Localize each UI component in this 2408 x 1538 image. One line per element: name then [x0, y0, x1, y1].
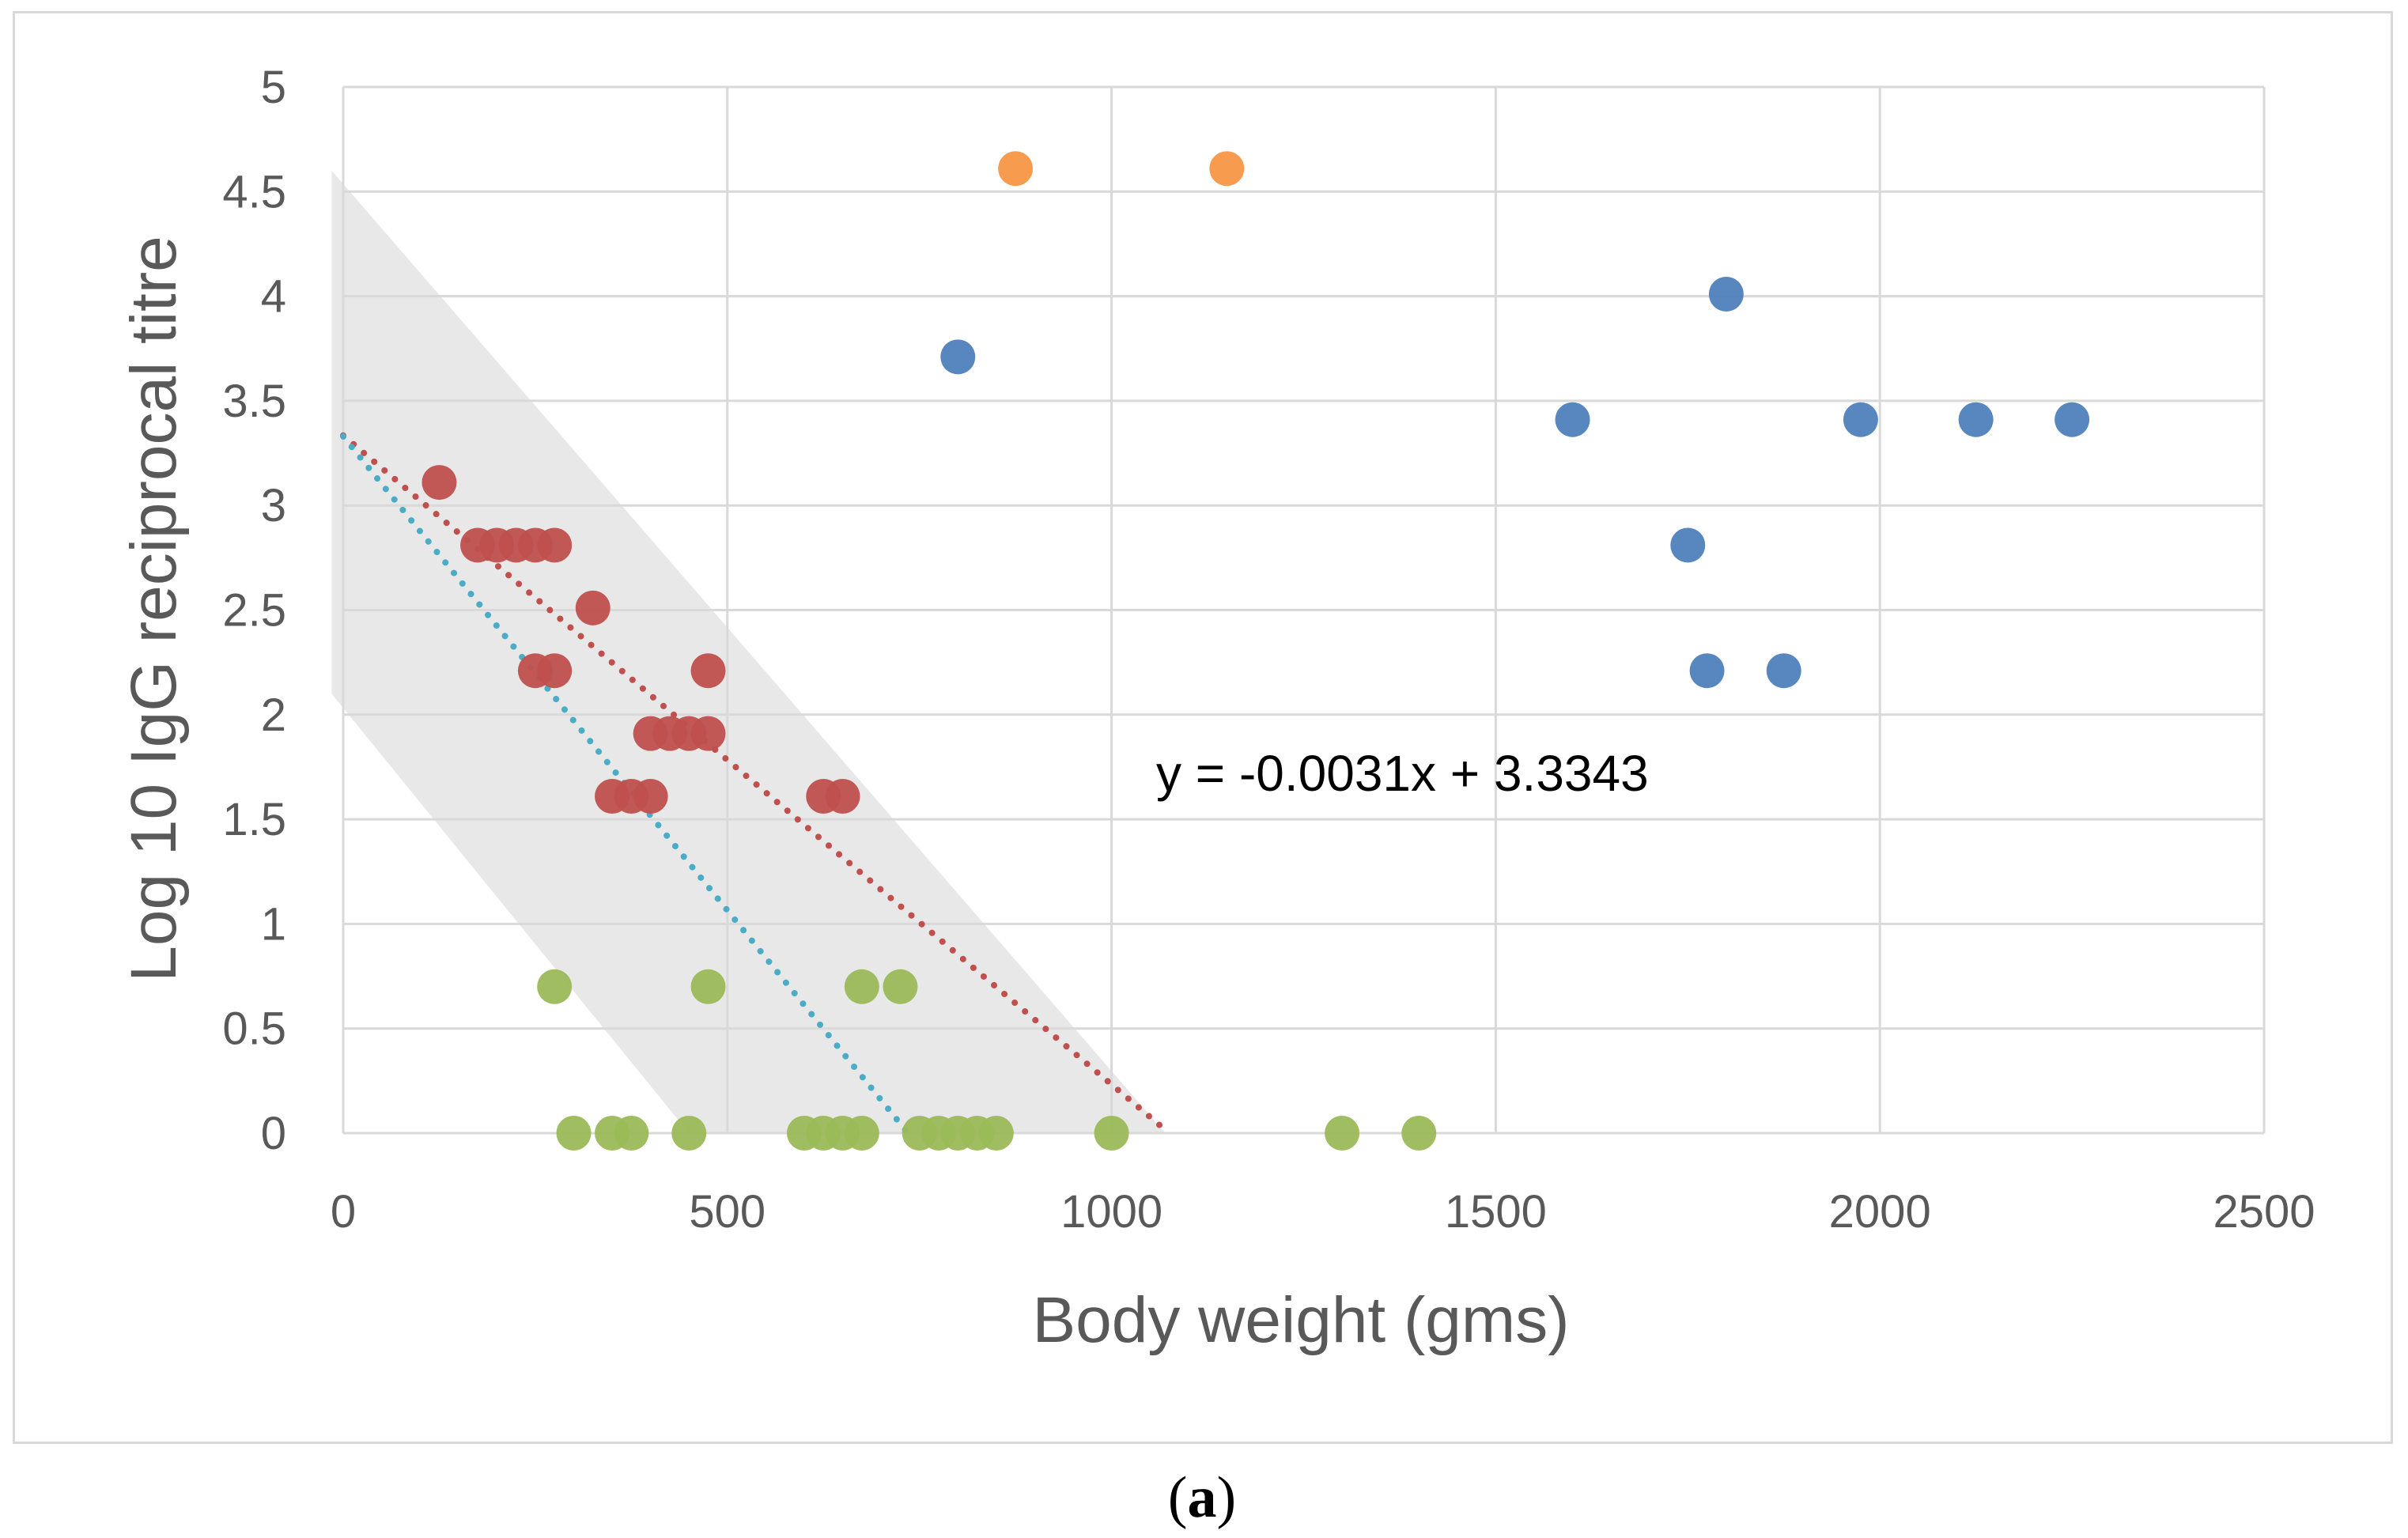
red-trend-line	[340, 432, 1173, 1136]
y-tick-label-0: 0	[261, 1108, 286, 1159]
red-point-18	[825, 778, 860, 814]
green-point-18	[1325, 1116, 1360, 1151]
red-point-9	[690, 653, 726, 689]
green-point-17	[1094, 1116, 1129, 1151]
x-tick-label-5: 2500	[2213, 1186, 2315, 1238]
green-point-6	[614, 1116, 649, 1151]
x-tick-label-1: 500	[689, 1186, 765, 1238]
blue-point-2	[1708, 276, 1744, 312]
y-tick-label-5: 2.5	[222, 585, 286, 637]
x-tick-label-2: 1000	[1060, 1186, 1162, 1238]
blue-point-1	[1555, 402, 1590, 437]
y-tick-label-3: 1.5	[222, 794, 286, 845]
blue-point-0	[940, 339, 976, 375]
x-tick-label-0: 0	[331, 1186, 356, 1238]
tick-labels: 0 500 1000 1500 2000 2500 0 0.5 1 1.5 2 2.5 3 3.5 4 4.5…	[222, 62, 2315, 1238]
y-tick-label-6: 3	[261, 480, 286, 531]
red-point-8	[537, 653, 573, 689]
blue-point-7	[1689, 653, 1725, 689]
red-point-6	[575, 590, 611, 625]
y-tick-label-9: 4.5	[222, 166, 286, 217]
confidence-band	[331, 170, 1166, 1134]
x-tick-label-3: 1500	[1445, 1186, 1547, 1238]
caption-open: (	[1168, 1465, 1188, 1530]
green-point-2	[844, 969, 879, 1004]
green-point-7	[671, 1116, 707, 1151]
red-point-0	[421, 465, 457, 501]
blue-point-5	[2055, 402, 2090, 437]
green-point-1	[690, 969, 726, 1004]
red-point-16	[633, 778, 668, 814]
figure-caption: (a)	[1168, 1465, 1236, 1530]
caption-close: )	[1217, 1465, 1237, 1530]
green-point-3	[883, 969, 918, 1004]
green-point-4	[556, 1116, 592, 1151]
green-point-16	[978, 1116, 1014, 1151]
orange-point-1	[1209, 151, 1245, 187]
green-point-19	[1401, 1116, 1437, 1151]
red-point-13	[690, 716, 726, 751]
green-point-11	[844, 1116, 879, 1151]
y-tick-label-10: 5	[261, 62, 286, 113]
y-tick-label-4: 2	[261, 690, 286, 741]
y-tick-label-7: 3.5	[222, 376, 286, 427]
y-tick-label-1: 0.5	[222, 1003, 286, 1055]
y-tick-label-8: 4	[261, 271, 286, 323]
y-tick-label-2: 1	[261, 898, 286, 950]
blue-point-3	[1843, 402, 1878, 437]
blue-point-4	[1958, 402, 1994, 437]
blue-point-8	[1766, 653, 1801, 689]
green-point-0	[537, 969, 573, 1004]
confidence-band-area	[331, 170, 1166, 1134]
orange-point-0	[998, 151, 1034, 187]
red-point-5	[537, 527, 573, 563]
x-axis-title: Body weight (gms)	[1032, 1284, 1569, 1356]
x-tick-label-4: 2000	[1829, 1186, 1931, 1238]
regression-equation: y = -0.0031x + 3.3343	[1156, 745, 1649, 802]
blue-point-6	[1670, 527, 1706, 563]
caption-letter: a	[1188, 1465, 1217, 1530]
y-axis-title: Log 10 IgG reciprocal titre	[118, 236, 190, 981]
data-points	[421, 151, 2090, 1151]
